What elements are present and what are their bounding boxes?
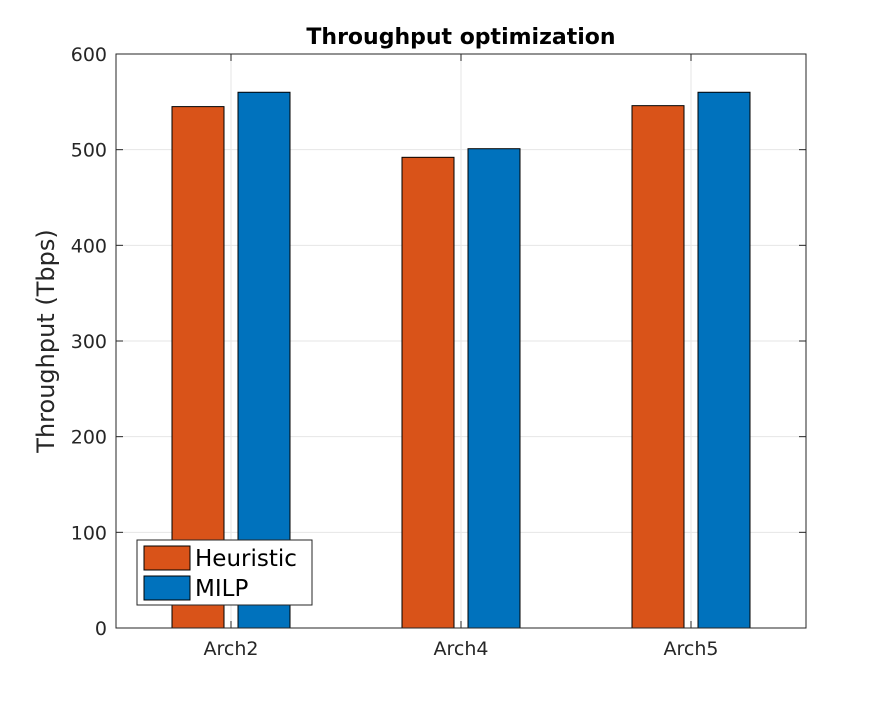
legend-swatch-milp bbox=[143, 575, 191, 601]
x-tick-label: Arch2 bbox=[204, 638, 259, 660]
chart-title: Throughput optimization bbox=[306, 25, 615, 50]
bar-milp-arch5 bbox=[697, 91, 751, 629]
x-tick-label: Arch4 bbox=[434, 638, 489, 660]
y-tick-label: 0 bbox=[95, 618, 107, 640]
bar-milp-arch4 bbox=[467, 148, 521, 629]
legend-label-heuristic: Heuristic bbox=[195, 546, 297, 572]
y-tick-label: 100 bbox=[71, 522, 107, 544]
bar-heuristic-arch5 bbox=[631, 105, 685, 629]
y-tick-label: 400 bbox=[71, 235, 107, 257]
y-axis-label: Throughput (Tbps) bbox=[32, 229, 60, 453]
y-tick-label: 200 bbox=[71, 427, 107, 449]
x-tick-label: Arch5 bbox=[664, 638, 719, 660]
y-tick-label: 600 bbox=[71, 44, 107, 66]
axes: 0 100 200 300 400 500 600 Arch2 Arch4 Arch5 bbox=[71, 44, 807, 660]
legend[interactable]: Heuristic MILP bbox=[136, 539, 313, 606]
legend-label-milp: MILP bbox=[195, 576, 248, 602]
y-tick-label: 300 bbox=[71, 331, 107, 353]
bar-series bbox=[171, 91, 751, 629]
legend-swatch-heuristic bbox=[143, 545, 191, 571]
bar-heuristic-arch4 bbox=[401, 156, 455, 629]
y-tick-label: 500 bbox=[71, 140, 107, 162]
bar-milp-arch2 bbox=[237, 91, 291, 629]
